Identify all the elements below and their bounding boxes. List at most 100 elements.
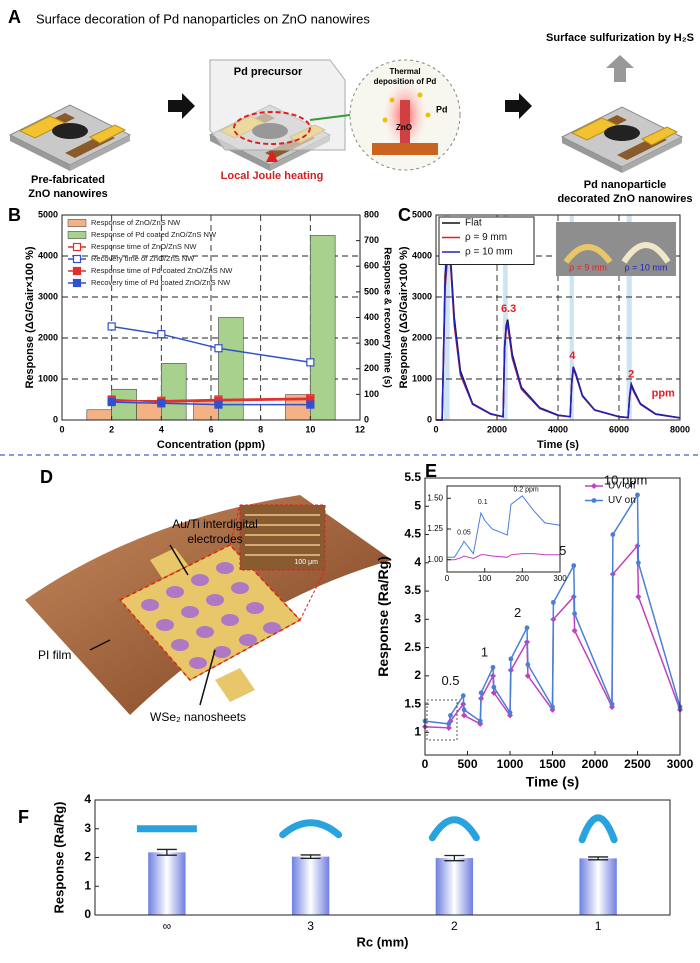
y-tick-label: 5000 (38, 209, 58, 219)
bar (148, 852, 186, 915)
x-tick-label: 8000 (670, 424, 690, 434)
annotation: 0.2 ppm (513, 487, 538, 494)
zno-label: ZnO (396, 123, 412, 132)
legend-label: UV off (608, 481, 636, 492)
y-axis-label: Response (Ra/Rg) (51, 802, 66, 914)
marker (571, 627, 578, 634)
annotation: 4 (569, 350, 576, 362)
x-tick-label: 300 (553, 574, 567, 583)
marker (107, 397, 116, 407)
panel-d-art (25, 495, 392, 715)
y2-tick-label: 700 (364, 235, 379, 245)
marker (550, 599, 556, 605)
y-tick-label: 1000 (412, 373, 432, 383)
panel-label: F (18, 807, 29, 827)
step-label: ZnO nanowires (28, 188, 107, 200)
line (111, 401, 311, 406)
y-tick-label: 1.00 (427, 555, 443, 564)
bar (161, 363, 187, 421)
marker (157, 399, 166, 408)
panel-label: B (8, 205, 21, 225)
panel-label: E (425, 461, 437, 481)
marker (524, 672, 531, 679)
annotation: 0.5 (441, 673, 459, 688)
marker (635, 560, 641, 566)
electrodes-label: Au/Ti interdigital (172, 517, 258, 531)
x-tick-label: 3 (307, 919, 314, 933)
chart: 0 1 2 3 4 ∞ 3 2 1 Rc (mm) Response (Ra/Rg) (51, 792, 671, 949)
legend-swatch (67, 231, 87, 239)
y-tick-label: 2 (414, 668, 421, 682)
marker (477, 718, 483, 724)
annotation: 1 (481, 645, 488, 660)
marker (524, 625, 530, 631)
marker (491, 684, 497, 690)
y2-tick-label: 600 (364, 261, 379, 271)
x-tick-label: 500 (457, 757, 477, 771)
y-tick-label: 4000 (412, 250, 432, 260)
marker (591, 483, 597, 489)
chart: 0 1000 2000 3000 4000 5000 0 2000 4000 6000 8000 Ti… (398, 209, 690, 451)
y-tick-label: 1 (414, 725, 421, 739)
exposure-band (503, 215, 508, 420)
legend-box (438, 216, 535, 265)
y2-tick-label: 100 (364, 389, 379, 399)
y-tick-label: 3 (84, 821, 91, 835)
marker (550, 704, 555, 710)
legend-label: ρ = 9 mm (465, 232, 507, 243)
x-tick-label: ∞ (163, 919, 172, 933)
marker (72, 242, 82, 252)
y-tick-label: 0 (84, 907, 91, 921)
bar (218, 317, 244, 421)
precursor-label: Pd precursor (234, 66, 303, 78)
y2-tick-label: 500 (364, 286, 379, 296)
legend-label: Flat (465, 218, 482, 229)
marker (460, 693, 466, 699)
legend-label: Response time of ZnO/ZnS NW (91, 242, 197, 251)
marker (609, 701, 615, 707)
y-tick-label: 3000 (412, 291, 432, 301)
x-tick-label: 6000 (609, 424, 629, 434)
y2-tick-label: 200 (364, 363, 379, 373)
annotation: 0.05 (457, 530, 471, 537)
heating-label: Local Joule heating (221, 170, 324, 182)
curvature-icon (279, 819, 343, 839)
y-axis-label: Response (ΔG/Gair×100 %) (398, 246, 410, 388)
annotation: 0.1 (478, 499, 488, 506)
marker (306, 358, 315, 367)
line (424, 492, 681, 725)
x-tick-label: 2500 (624, 757, 651, 771)
line (111, 325, 311, 364)
panel-a-art (8, 55, 683, 174)
deposition-label: deposition of Pd (374, 77, 437, 86)
marker (490, 664, 496, 670)
x-tick-label: 2000 (582, 757, 609, 771)
x-tick-label: 2000 (487, 424, 507, 434)
marker (507, 710, 513, 716)
y-tick-label: 1000 (38, 373, 58, 383)
x-tick-label: 2 (109, 424, 114, 434)
y-tick-label: 5.5 (404, 470, 421, 484)
curvature-icon (578, 814, 618, 844)
step-label: Pre-fabricated (31, 174, 105, 186)
y2-tick-label: 400 (364, 312, 379, 322)
y2-tick-label: 800 (364, 209, 379, 219)
annotation: ppm (652, 388, 675, 400)
line (436, 239, 681, 421)
annotation: 2 (628, 368, 634, 380)
legend-label: Recovery time of Pd coated ZnO/ZnS NW (91, 278, 231, 287)
x-tick-label: 2 (451, 919, 458, 933)
x-tick-label: 1000 (497, 757, 524, 771)
legend-swatch (67, 219, 87, 227)
marker (635, 593, 642, 600)
marker (72, 254, 82, 264)
panel-label: C (398, 205, 411, 225)
y-tick-label: 1.50 (427, 493, 443, 502)
y-tick-label: 2000 (412, 332, 432, 342)
annotation: 2 (514, 605, 521, 620)
y-tick-label: 5000 (412, 209, 432, 219)
x-tick-label: 1500 (539, 757, 566, 771)
chart: 0100020003000400050000100200300400500600… (24, 209, 393, 451)
marker (591, 498, 597, 503)
y-tick-label: 1.5 (404, 696, 421, 710)
